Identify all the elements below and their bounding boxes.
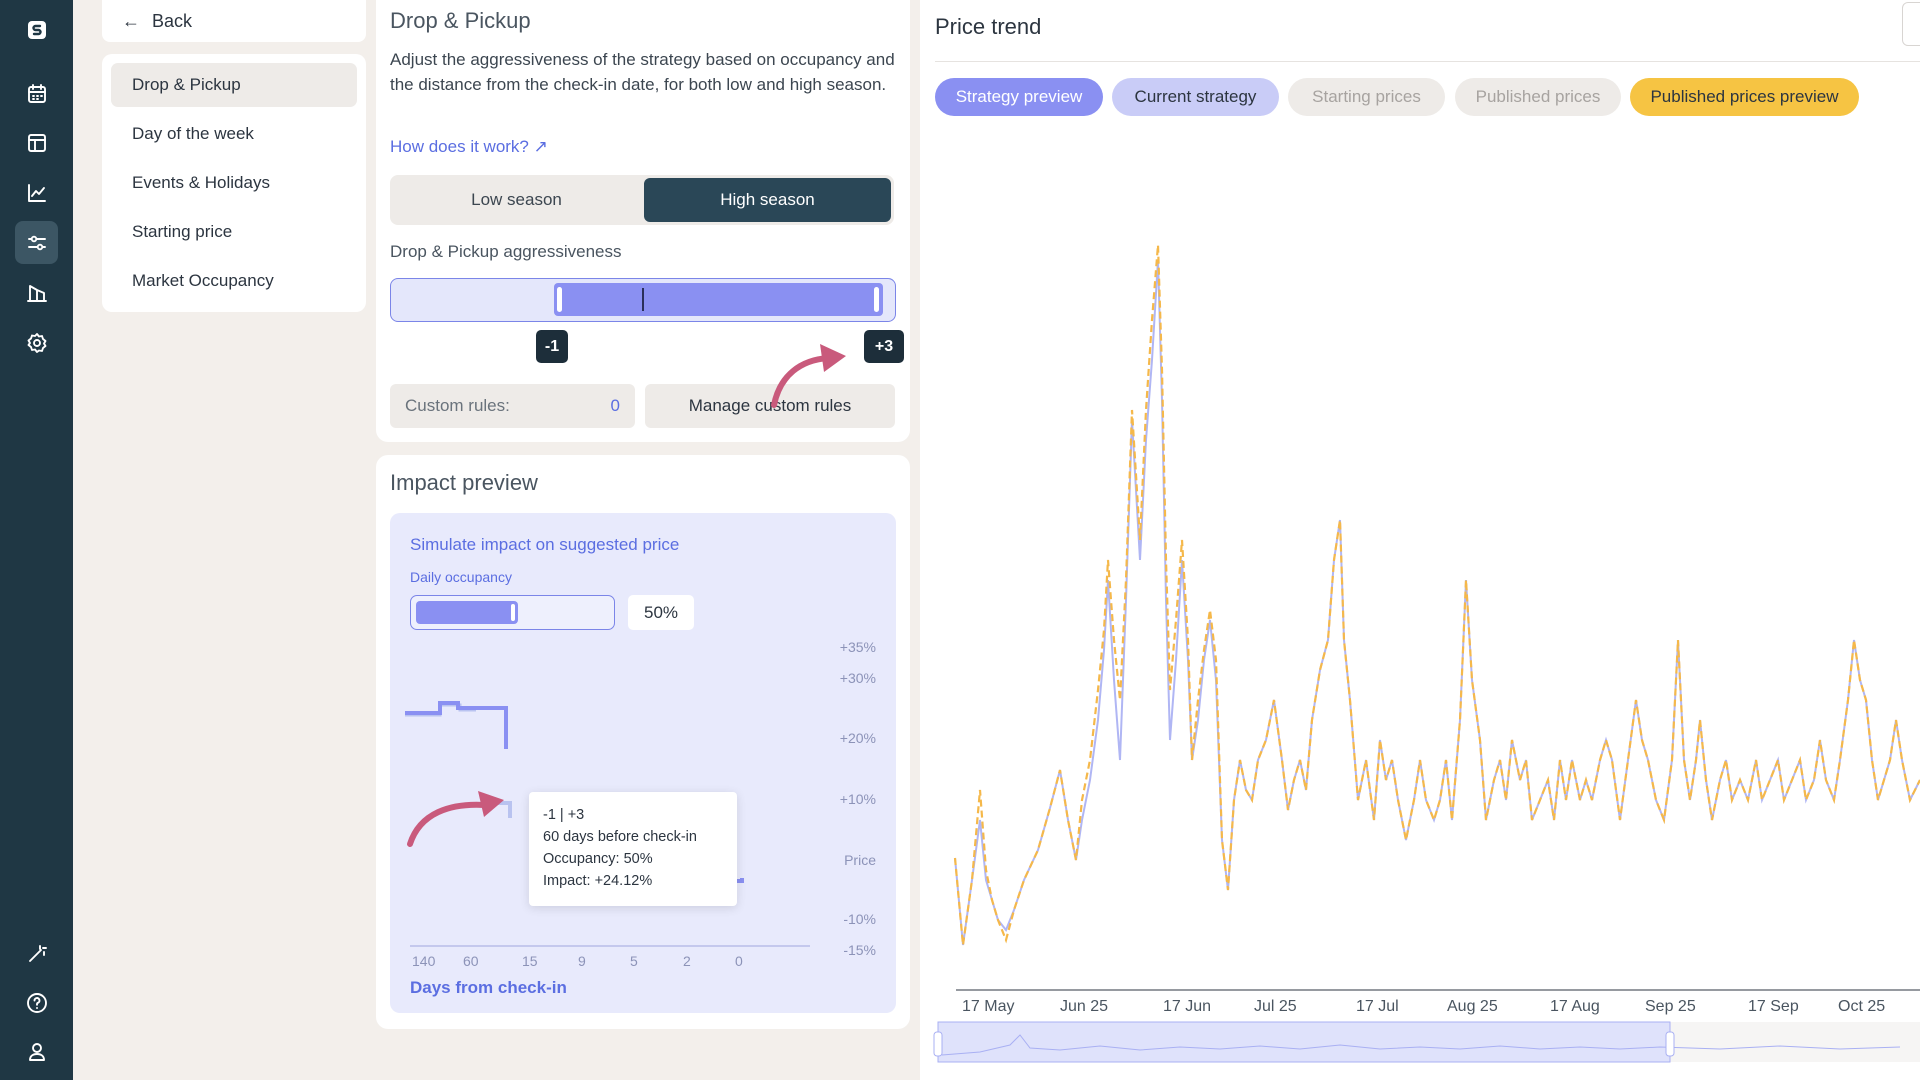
price-trend-panel: Price trend Strategy preview Current str… xyxy=(920,0,1920,1080)
x-tick: 17 May xyxy=(962,998,1015,1015)
pill-strategy-preview[interactable]: Strategy preview xyxy=(935,78,1103,116)
gear-icon[interactable] xyxy=(15,321,58,364)
nav-item-starting-price[interactable]: Starting price xyxy=(132,222,233,241)
range-zero-marker xyxy=(642,288,644,311)
custom-rules-label: Custom rules: xyxy=(405,396,510,415)
card-title: Drop & Pickup xyxy=(390,8,531,33)
low-season-tab[interactable]: Low season xyxy=(471,190,562,209)
nav-item-market-occupancy[interactable]: Market Occupancy xyxy=(132,271,274,290)
published-preview-line xyxy=(953,244,1920,946)
tooltip-range: -1 | +3 xyxy=(543,807,585,823)
x-axis-title: Days from check-in xyxy=(410,978,567,997)
x-tick: 140 xyxy=(412,953,436,969)
x-tick: 17 Aug xyxy=(1550,998,1600,1015)
pill-published-prices-preview[interactable]: Published prices preview xyxy=(1630,78,1859,116)
range-max-handle[interactable] xyxy=(874,287,879,312)
occupancy-fill xyxy=(416,601,518,624)
x-tick: 2 xyxy=(683,953,691,969)
app-rail xyxy=(0,0,73,1080)
pill-published-prices[interactable]: Published prices xyxy=(1455,78,1621,116)
calendar-icon[interactable] xyxy=(15,72,58,115)
help-icon[interactable] xyxy=(15,981,58,1024)
impact-preview-card: Impact preview Simulate impact on sugges… xyxy=(376,455,910,1029)
impact-curve xyxy=(405,701,810,947)
x-tick: 15 xyxy=(522,953,538,969)
divider xyxy=(935,61,1920,62)
drop-pickup-card: Drop & Pickup Adjust the aggressiveness … xyxy=(376,0,910,442)
how-it-works-link[interactable]: How does it work? ↗ xyxy=(390,137,548,156)
occupancy-handle[interactable] xyxy=(511,604,515,621)
annotation-arrow-icon xyxy=(771,344,846,408)
tooltip-impact: Impact: +24.12% xyxy=(543,873,653,889)
user-icon[interactable] xyxy=(15,1030,58,1073)
back-button[interactable]: ← Back xyxy=(102,0,366,42)
x-tick: Jul 25 xyxy=(1254,998,1297,1015)
y-tick: Price xyxy=(844,852,876,868)
aggressiveness-label: Drop & Pickup aggressiveness xyxy=(390,242,622,261)
back-label: Back xyxy=(152,10,193,31)
x-tick: 60 xyxy=(463,953,479,969)
y-tick: +30% xyxy=(839,670,876,686)
range-min-badge: -1 xyxy=(536,330,568,363)
range-max-badge: +3 xyxy=(864,330,904,363)
x-tick: 0 xyxy=(735,953,743,969)
x-tick: Aug 25 xyxy=(1447,998,1498,1015)
x-tick: 17 Jun xyxy=(1163,998,1212,1015)
settings-nav: Drop & Pickup Day of the week Events & H… xyxy=(102,54,366,312)
nav-item-events-holidays[interactable]: Events & Holidays xyxy=(132,173,270,192)
panel-menu-button[interactable] xyxy=(1902,2,1920,46)
aggressiveness-range-slider[interactable] xyxy=(390,278,896,322)
price-trend-chart xyxy=(933,244,1920,1063)
x-tick: 9 xyxy=(578,953,586,969)
logo-icon[interactable] xyxy=(15,8,58,51)
range-min-handle[interactable] xyxy=(557,287,562,312)
occupancy-label: Daily occupancy xyxy=(410,569,512,585)
season-toggle: Low season High season xyxy=(390,175,894,225)
buildings-icon[interactable] xyxy=(15,271,58,314)
nav-item-drop-pickup[interactable]: Drop & Pickup xyxy=(111,63,357,107)
nav-item-day-of-week[interactable]: Day of the week xyxy=(132,124,254,143)
occupancy-slider[interactable] xyxy=(410,595,615,630)
x-tick: 17 Jul xyxy=(1356,998,1399,1015)
y-tick: +20% xyxy=(839,730,876,746)
high-season-tab[interactable]: High season xyxy=(644,178,891,222)
tooltip-occupancy: Occupancy: 50% xyxy=(543,851,653,867)
impact-simulator: Simulate impact on suggested price Daily… xyxy=(390,513,896,1013)
impact-tooltip: -1 | +3 60 days before check-in Occupanc… xyxy=(529,792,737,906)
custom-rules-count: 0 xyxy=(610,396,620,415)
occupancy-value[interactable]: 50% xyxy=(628,595,694,630)
custom-rules-field: Custom rules: 0 xyxy=(390,384,635,428)
tooltip-days: 60 days before check-in xyxy=(543,829,697,845)
y-tick: -10% xyxy=(843,911,876,927)
card-description: Adjust the aggressiveness of the strateg… xyxy=(390,50,895,94)
impact-title: Impact preview xyxy=(390,470,538,495)
magic-wand-icon[interactable] xyxy=(15,932,58,975)
y-tick: -15% xyxy=(843,942,876,958)
range-fill xyxy=(554,283,883,316)
y-tick: +10% xyxy=(839,791,876,807)
y-tick: +35% xyxy=(839,639,876,655)
sliders-icon[interactable] xyxy=(15,221,58,264)
x-tick: 5 xyxy=(630,953,638,969)
layout-icon[interactable] xyxy=(15,121,58,164)
price-trend-title: Price trend xyxy=(935,14,1042,39)
manage-custom-rules-button[interactable]: Manage custom rules xyxy=(645,384,895,428)
x-tick: 17 Sep xyxy=(1748,998,1799,1015)
x-tick: Sep 25 xyxy=(1645,998,1696,1015)
simulate-label: Simulate impact on suggested price xyxy=(410,535,680,554)
arrow-left-icon: ← xyxy=(122,10,140,31)
pill-starting-prices[interactable]: Starting prices xyxy=(1288,78,1445,116)
chart-line-icon[interactable] xyxy=(15,171,58,214)
x-tick: Jun 25 xyxy=(1060,998,1109,1015)
pill-current-strategy[interactable]: Current strategy xyxy=(1112,78,1279,116)
x-tick: Oct 25 xyxy=(1838,998,1886,1015)
strategy-preview-line xyxy=(954,259,1920,946)
